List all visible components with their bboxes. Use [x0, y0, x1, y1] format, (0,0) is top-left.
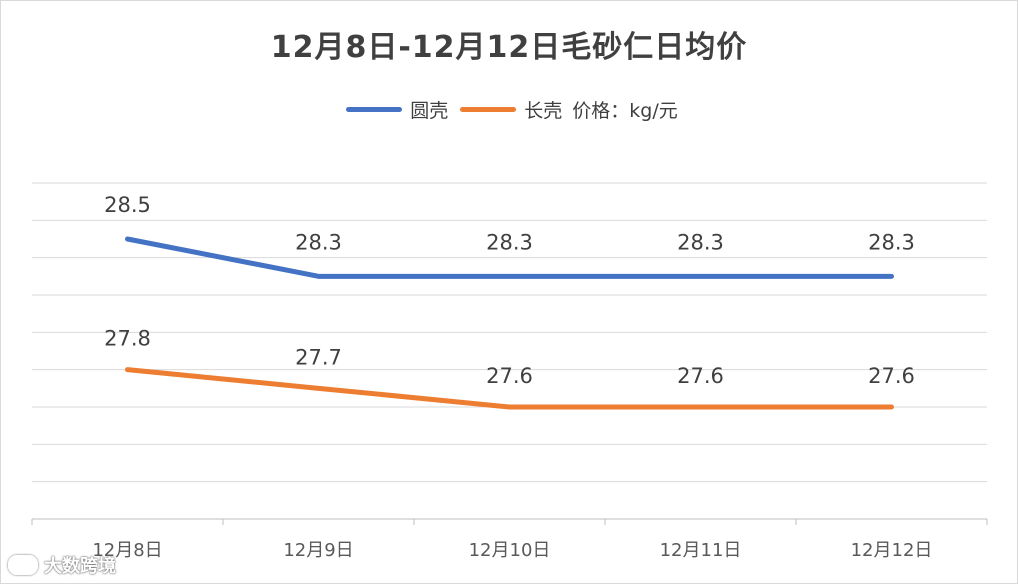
data-label: 28.3 — [295, 230, 342, 254]
legend-item-series-2: 长壳 — [460, 96, 562, 123]
chart-title: 12月8日-12月12日毛砂仁日均价 — [270, 30, 748, 65]
x-tick-label: 12月11日 — [660, 540, 742, 561]
legend-item-series-1: 圆壳 — [346, 96, 448, 123]
x-tick-label: 12月10日 — [469, 540, 551, 561]
data-label: 27.7 — [295, 345, 342, 369]
watermark-text: 大数跨境 — [44, 556, 116, 577]
data-label: 28.3 — [868, 230, 915, 254]
legend-swatch-series-2 — [460, 107, 517, 112]
x-tick-label: 12月9日 — [283, 540, 353, 561]
unit-label: 价格：kg/元 — [572, 100, 678, 122]
watermark-logo-icon — [8, 555, 38, 575]
legend-label-series-2: 长壳 — [524, 100, 563, 122]
data-label: 28.3 — [486, 230, 533, 254]
legend-swatch-series-1 — [346, 107, 403, 112]
data-label: 28.5 — [104, 193, 151, 217]
data-label: 27.8 — [104, 327, 151, 351]
legend: 圆壳 长壳 价格：kg/元 — [0, 96, 1018, 123]
data-label: 27.6 — [486, 364, 533, 388]
data-label: 28.3 — [677, 230, 724, 254]
x-tick-label: 12月8日 — [92, 540, 162, 561]
data-label: 27.6 — [868, 364, 915, 388]
data-label: 27.6 — [677, 364, 724, 388]
legend-label-series-1: 圆壳 — [410, 100, 449, 122]
watermark: 大数跨境 — [8, 552, 116, 578]
x-tick-label: 12月12日 — [851, 540, 933, 561]
